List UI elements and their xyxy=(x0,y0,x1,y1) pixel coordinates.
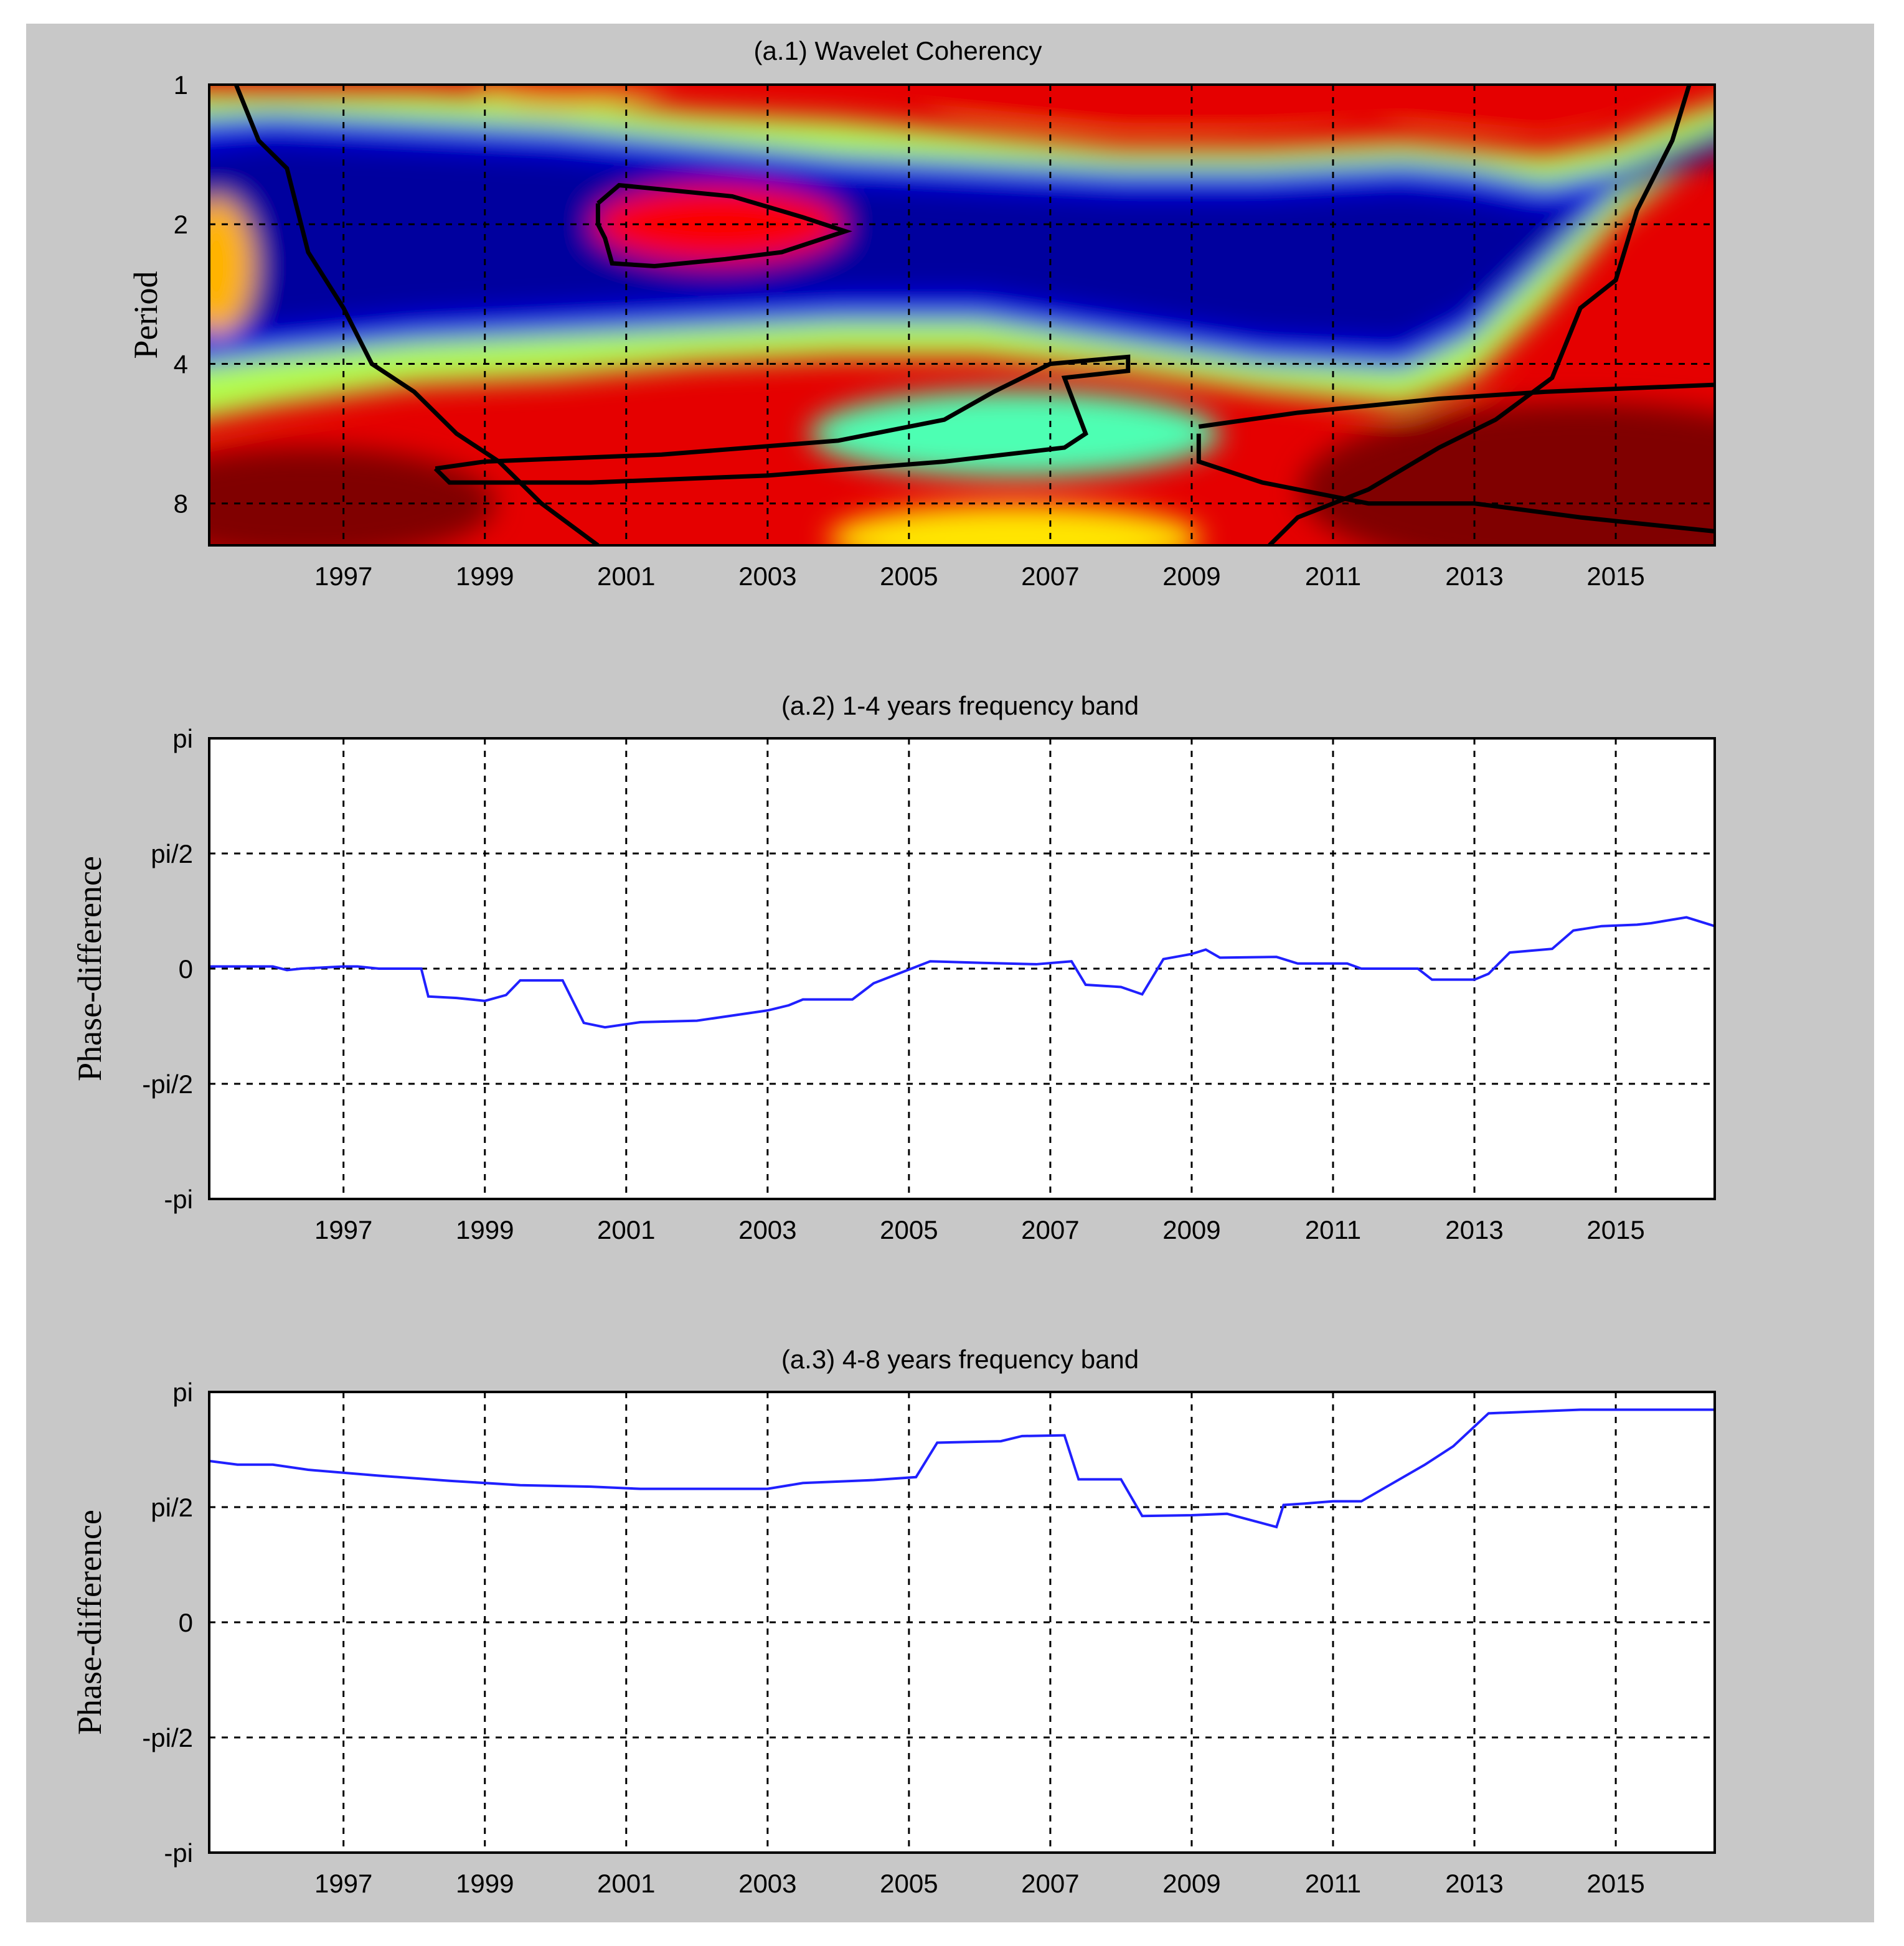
heatmap-blur-group xyxy=(209,85,1715,545)
phase-x-tick: 2005 xyxy=(880,1869,938,1898)
wavelet-coherency-panel: (a.1) Wavelet Coherency Period 1997 1999 200… xyxy=(127,36,1716,591)
phase-x-tick: 1997 xyxy=(314,1869,372,1898)
heatmap-x-tick: 2015 xyxy=(1586,562,1644,591)
phase-x-tick: 2013 xyxy=(1445,1215,1503,1244)
phase-line-1 xyxy=(209,916,1715,1029)
heatmap-island-2002 xyxy=(593,186,843,263)
heatmap-yellow-2006 xyxy=(828,504,1202,545)
phase-frame-2 xyxy=(208,1391,1716,1854)
phase-y-label-1: Phase-difference xyxy=(71,856,108,1081)
heatmap-x-tick: 2007 xyxy=(1021,562,1079,591)
phase-y-tick: 0 xyxy=(179,954,193,984)
phase-y-label-2: Phase-difference xyxy=(71,1510,108,1735)
phase-x-tick: 2009 xyxy=(1162,1215,1220,1244)
phase-x-tick: 2009 xyxy=(1162,1869,1220,1898)
heatmap-x-tick: 1997 xyxy=(314,562,372,591)
heatmap-green-2006 xyxy=(809,390,1221,477)
heatmap-top-red-2013 xyxy=(1382,85,1595,120)
phase-x-tick: 2013 xyxy=(1445,1869,1503,1898)
phase-x-tick: 2003 xyxy=(738,1869,796,1898)
phase-x-tick: 2001 xyxy=(597,1869,655,1898)
phase-y-tick: pi/2 xyxy=(151,1493,193,1522)
phase-y-tick: pi xyxy=(172,1378,193,1407)
heatmap-y-label: Period xyxy=(127,271,164,359)
phase-title-2: (a.3) 4-8 years frequency band xyxy=(781,1345,1139,1374)
heatmap-deep-blue-band xyxy=(209,132,1715,343)
heatmap-top-red-2000 xyxy=(476,85,663,105)
phase-x-tick: 2007 xyxy=(1021,1215,1079,1244)
heatmap-field xyxy=(209,85,1715,545)
phase-x-tick: 1999 xyxy=(456,1215,514,1244)
phase-x-tick: 2001 xyxy=(597,1215,655,1244)
coi-right xyxy=(1268,85,1692,545)
heatmap-x-tick: 2013 xyxy=(1445,562,1503,591)
heatmap-x-tick: 2001 xyxy=(597,562,655,591)
heatmap-x-tick: 1999 xyxy=(456,562,514,591)
heatmap-deep-red-2014 xyxy=(1300,402,1715,545)
heatmap-top-red-2008 xyxy=(936,85,1348,123)
phase-y-tick: pi xyxy=(172,724,193,753)
figure-canvas: (a.1) Wavelet Coherency Period 1997 1999 200… xyxy=(26,24,1874,1922)
phase-x-tick: 2011 xyxy=(1305,1215,1361,1244)
phase-title-1: (a.2) 1-4 years frequency band xyxy=(781,691,1139,720)
heatmap-x-tick: 2009 xyxy=(1162,562,1220,591)
heatmap-y-tick: 2 xyxy=(174,210,188,239)
heatmap-y-tick: 4 xyxy=(174,349,188,378)
phase-panel-4-8-years: (a.3) 4-8 years frequency band Phase-diff… xyxy=(71,1345,1716,1898)
phase-panel-1-4-years: (a.2) 1-4 years frequency band Phase-diff… xyxy=(71,691,1716,1244)
phase-x-tick: 2007 xyxy=(1021,1869,1079,1898)
phase-x-tick: 2015 xyxy=(1586,1869,1644,1898)
phase-x-tick: 1999 xyxy=(456,1869,514,1898)
heatmap-y-tick: 8 xyxy=(174,489,188,519)
contour-lower-loop xyxy=(433,354,1131,485)
phase-y-tick: -pi xyxy=(164,1838,193,1868)
phase-y-tick: 0 xyxy=(179,1608,193,1637)
heatmap-x-tick: 2003 xyxy=(738,562,796,591)
phase-y-tick: -pi xyxy=(164,1185,193,1214)
contour-right-upper xyxy=(1198,382,1715,429)
heatmap-x-tick: 2011 xyxy=(1305,562,1361,591)
phase-line-2 xyxy=(209,1408,1715,1529)
heatmap-grid xyxy=(209,83,1715,545)
contour-island-2002 xyxy=(595,182,852,269)
heatmap-y-tick: 1 xyxy=(174,70,188,100)
phase-x-tick: 2011 xyxy=(1305,1869,1361,1898)
heatmap-frame xyxy=(208,83,1716,547)
phase-x-tick: 2003 xyxy=(738,1215,796,1244)
heatmap-deep-red-1996 xyxy=(209,447,495,545)
phase-y-tick: -pi/2 xyxy=(142,1069,193,1099)
phase-y-tick: pi/2 xyxy=(151,839,193,868)
phase-y-tick: -pi/2 xyxy=(142,1723,193,1752)
heatmap-left-yellow xyxy=(209,197,254,335)
phase-frame-1 xyxy=(208,737,1716,1200)
phase-x-tick: 2005 xyxy=(880,1215,938,1244)
phase-x-tick: 1997 xyxy=(314,1215,372,1244)
phase-x-tick: 2015 xyxy=(1586,1215,1644,1244)
heatmap-title: (a.1) Wavelet Coherency xyxy=(754,36,1042,65)
heatmap-x-tick: 2005 xyxy=(880,562,938,591)
